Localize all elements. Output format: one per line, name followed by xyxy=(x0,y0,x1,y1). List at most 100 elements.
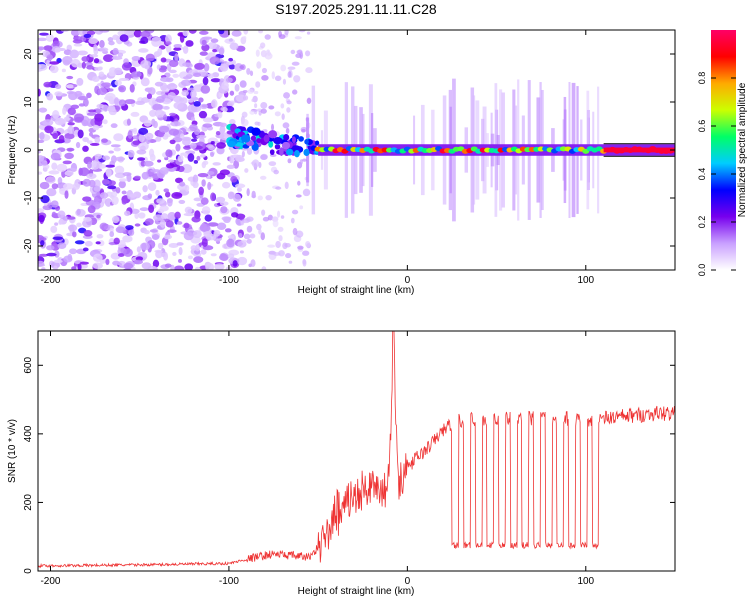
spectrum-blob xyxy=(38,155,45,162)
spectrum-blob xyxy=(227,140,236,148)
spectrum-blob xyxy=(227,191,235,200)
spectrum-blob xyxy=(93,185,101,192)
spectrum-blob xyxy=(241,239,248,244)
spectrum-blob xyxy=(221,81,229,90)
spectrum-blob xyxy=(131,55,141,61)
spectrum-blob xyxy=(259,42,266,49)
spectrum-blob xyxy=(226,101,235,107)
spectrum-blob xyxy=(64,152,74,160)
spectrum-blob xyxy=(293,75,301,83)
x-tick-label: -100 xyxy=(219,576,239,587)
spectrum-blob xyxy=(201,206,211,215)
spectrum-blob xyxy=(82,196,92,202)
spectrum-blob xyxy=(201,161,207,169)
spectrum-blob xyxy=(277,226,284,232)
spectrum-blob xyxy=(121,198,127,205)
spectrum-blob xyxy=(184,206,193,214)
spectrum-blob xyxy=(196,134,207,139)
spectrum-blob xyxy=(96,214,101,219)
spectrum-blob xyxy=(130,71,142,78)
spectrum-blob xyxy=(216,142,227,149)
spectrum-blob xyxy=(86,92,92,99)
spectrum-blob xyxy=(157,242,164,250)
spectrum-blob xyxy=(129,193,137,198)
spectrum-blob xyxy=(92,75,100,83)
spectrum-blob xyxy=(86,112,97,116)
spectrum-blob xyxy=(167,212,177,221)
spectrum-blob xyxy=(216,222,227,230)
spectrum-blob xyxy=(284,30,289,36)
y-tick-label: 600 xyxy=(23,357,34,374)
spectrum-blob xyxy=(180,97,188,104)
spectrum-blob xyxy=(148,204,155,214)
spectrum-blob xyxy=(292,89,298,95)
spectrum-blob xyxy=(183,145,192,150)
spectrum-blob xyxy=(101,178,110,185)
spectrum-blob xyxy=(160,57,167,63)
spectrum-blob xyxy=(168,242,179,249)
spectrum-blob xyxy=(152,103,163,111)
spectrum-blob xyxy=(134,212,140,219)
spectrum-blob xyxy=(182,138,191,146)
spectrum-blob xyxy=(202,76,209,86)
spectrum-blob xyxy=(137,157,146,161)
spectrum-blob xyxy=(112,260,120,266)
spectrum-blob xyxy=(240,134,251,143)
spectrum-blob xyxy=(225,77,233,83)
spectrum-blob xyxy=(64,190,69,199)
spectrum-blob xyxy=(49,65,59,74)
spectrum-blob xyxy=(73,113,85,122)
spectrum-blob xyxy=(53,259,63,264)
spectrum-blob xyxy=(167,229,177,233)
spectrum-blob xyxy=(155,95,165,103)
spectrum-blob xyxy=(63,116,70,123)
spectrum-blob xyxy=(230,175,238,183)
spectrum-blob xyxy=(101,104,109,112)
spectrum-blob xyxy=(112,34,119,41)
spectrum-blob xyxy=(285,253,292,259)
spectrum-blob xyxy=(81,119,89,127)
spectrum-blob xyxy=(118,85,127,93)
spectrum-blob xyxy=(261,209,266,216)
spectrum-blob xyxy=(57,242,67,250)
spectrum-blob xyxy=(250,259,256,268)
spectrum-blob xyxy=(242,90,248,94)
spectrum-blob xyxy=(52,110,60,119)
spectrum-blob xyxy=(310,145,316,152)
spectrum-blob xyxy=(200,85,211,94)
spectrum-blob xyxy=(198,97,204,103)
spectrum-blob xyxy=(290,49,296,55)
spectrum-blob xyxy=(228,64,236,70)
spectrum-blob xyxy=(38,253,49,257)
spectrum-blob xyxy=(172,95,183,103)
spectrum-blob xyxy=(264,52,273,60)
spectrum-blob xyxy=(280,103,285,109)
spectrum-blob xyxy=(277,210,281,218)
y-tick-label: 0 xyxy=(23,568,34,574)
snr-ylabel: SNR (10 * v/v) xyxy=(7,419,18,483)
spectrum-blob xyxy=(145,53,155,62)
spectrum-blob xyxy=(63,255,73,263)
spectrum-blob xyxy=(226,61,234,65)
spectrum-blob xyxy=(292,227,298,236)
spectrum-blob xyxy=(298,136,304,142)
spectrum-blob xyxy=(132,135,139,140)
spectrum-blob xyxy=(283,92,291,99)
snr-panel: -200 -100 0 100 0 200 400 600 Height of straig… xyxy=(7,330,676,597)
spectrum-blob xyxy=(156,198,165,204)
spectrum-blob xyxy=(134,175,141,180)
spectrum-blob xyxy=(207,222,219,227)
spectrum-blob xyxy=(74,240,85,245)
spectrum-blob xyxy=(46,59,51,67)
spectrum-blob xyxy=(187,255,194,260)
spectrum-blob xyxy=(185,40,194,47)
spectrum-blob xyxy=(251,98,255,103)
spectrum-blob xyxy=(83,216,92,222)
spectrum-blob xyxy=(130,111,140,117)
spectrum-blob xyxy=(38,150,42,154)
y-tick-label: -20 xyxy=(23,238,34,253)
spectrum-blob xyxy=(271,71,275,80)
spectrum-blob xyxy=(177,258,182,263)
spectrum-blob xyxy=(251,159,260,168)
spectrum-blob xyxy=(141,171,149,180)
